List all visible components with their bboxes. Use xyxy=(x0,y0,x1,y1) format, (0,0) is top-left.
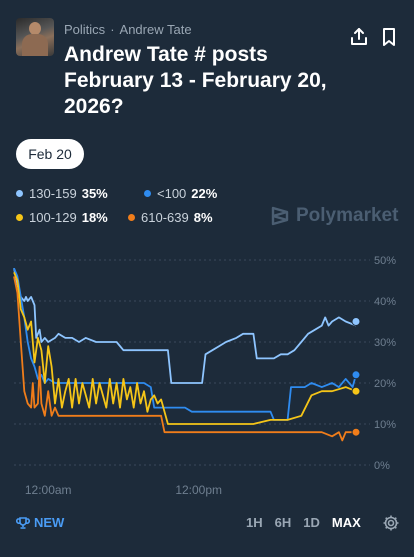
range-1h[interactable]: 1H xyxy=(246,515,263,530)
legend-dot xyxy=(128,214,135,221)
polymarket-logo-icon xyxy=(271,206,289,226)
series-end-dot xyxy=(351,427,361,437)
series-line-610-639 xyxy=(13,276,356,442)
breadcrumb-separator: · xyxy=(110,22,115,37)
legend-label: <100 xyxy=(157,186,187,201)
chart-footer: NEW 1H 6H 1D MAX xyxy=(0,510,414,536)
legend-item: 100-129 18% xyxy=(16,210,108,225)
range-max[interactable]: MAX xyxy=(331,515,361,530)
legend-label: 100-129 xyxy=(29,210,77,225)
y-tick-label: 40% xyxy=(374,296,396,308)
new-badge[interactable]: NEW xyxy=(16,515,64,530)
legend-value: 22% xyxy=(191,186,218,201)
legend-dot xyxy=(16,214,23,221)
range-6h[interactable]: 6H xyxy=(274,515,292,530)
price-history-chart[interactable]: 50% 40% 30% 20% 10% 0% 12:00am 12:00pm xyxy=(0,240,414,506)
series-end-dot xyxy=(351,386,361,396)
avatar-head xyxy=(29,22,41,35)
breadcrumb: Politics · Andrew Tate xyxy=(64,22,192,37)
legend-value: 18% xyxy=(81,210,108,225)
avatar-torso xyxy=(22,34,48,56)
series-end-dot xyxy=(351,370,361,380)
y-tick-label: 20% xyxy=(374,378,396,390)
x-tick-label: 12:00am xyxy=(25,483,72,497)
page-title: Andrew Tate # posts February 13 - Februa… xyxy=(64,43,327,118)
chart-x-axis: 12:00am 12:00pm xyxy=(25,483,222,497)
new-label: NEW xyxy=(34,515,65,530)
legend-dot xyxy=(144,190,151,197)
gear-icon[interactable] xyxy=(382,514,400,535)
legend-item: 610-639 8% xyxy=(128,210,213,225)
brand-name: Polymarket xyxy=(296,205,399,226)
series-end-dot xyxy=(351,317,361,326)
legend-dot xyxy=(16,190,23,197)
legend-label: 130-159 xyxy=(29,186,77,201)
date-filter-pill[interactable]: Feb 20 xyxy=(16,139,84,169)
y-tick-label: 0% xyxy=(374,460,390,472)
range-1d[interactable]: 1D xyxy=(303,515,320,530)
y-tick-label: 10% xyxy=(374,419,396,431)
bookmark-icon[interactable] xyxy=(378,26,400,48)
time-range-selector: 1H 6H 1D MAX xyxy=(246,515,373,530)
chart-grid xyxy=(14,259,370,466)
chart-series-lines xyxy=(13,267,361,442)
series-line-100-129 xyxy=(13,271,357,425)
y-tick-label: 50% xyxy=(374,255,396,267)
series-line-<100 xyxy=(13,267,357,421)
legend-item: <100 22% xyxy=(144,186,217,201)
legend-value: 8% xyxy=(193,210,213,225)
series-line-130-159 xyxy=(13,268,357,384)
legend-item: 130-159 35% xyxy=(16,186,108,201)
breadcrumb-author[interactable]: Andrew Tate xyxy=(119,22,192,37)
polymarket-logo: Polymarket xyxy=(270,205,398,227)
share-icon[interactable] xyxy=(348,26,370,48)
y-tick-label: 30% xyxy=(374,337,396,349)
breadcrumb-category[interactable]: Politics xyxy=(64,22,106,37)
legend-value: 35% xyxy=(81,186,108,201)
legend-label: 610-639 xyxy=(141,210,189,225)
avatar xyxy=(16,18,54,56)
chart-y-axis: 50% 40% 30% 20% 10% 0% xyxy=(374,255,396,472)
x-tick-label: 12:00pm xyxy=(175,483,222,497)
market-header: Politics · Andrew Tate Andrew Tate # posts… xyxy=(16,16,406,118)
trophy-icon xyxy=(16,516,30,529)
